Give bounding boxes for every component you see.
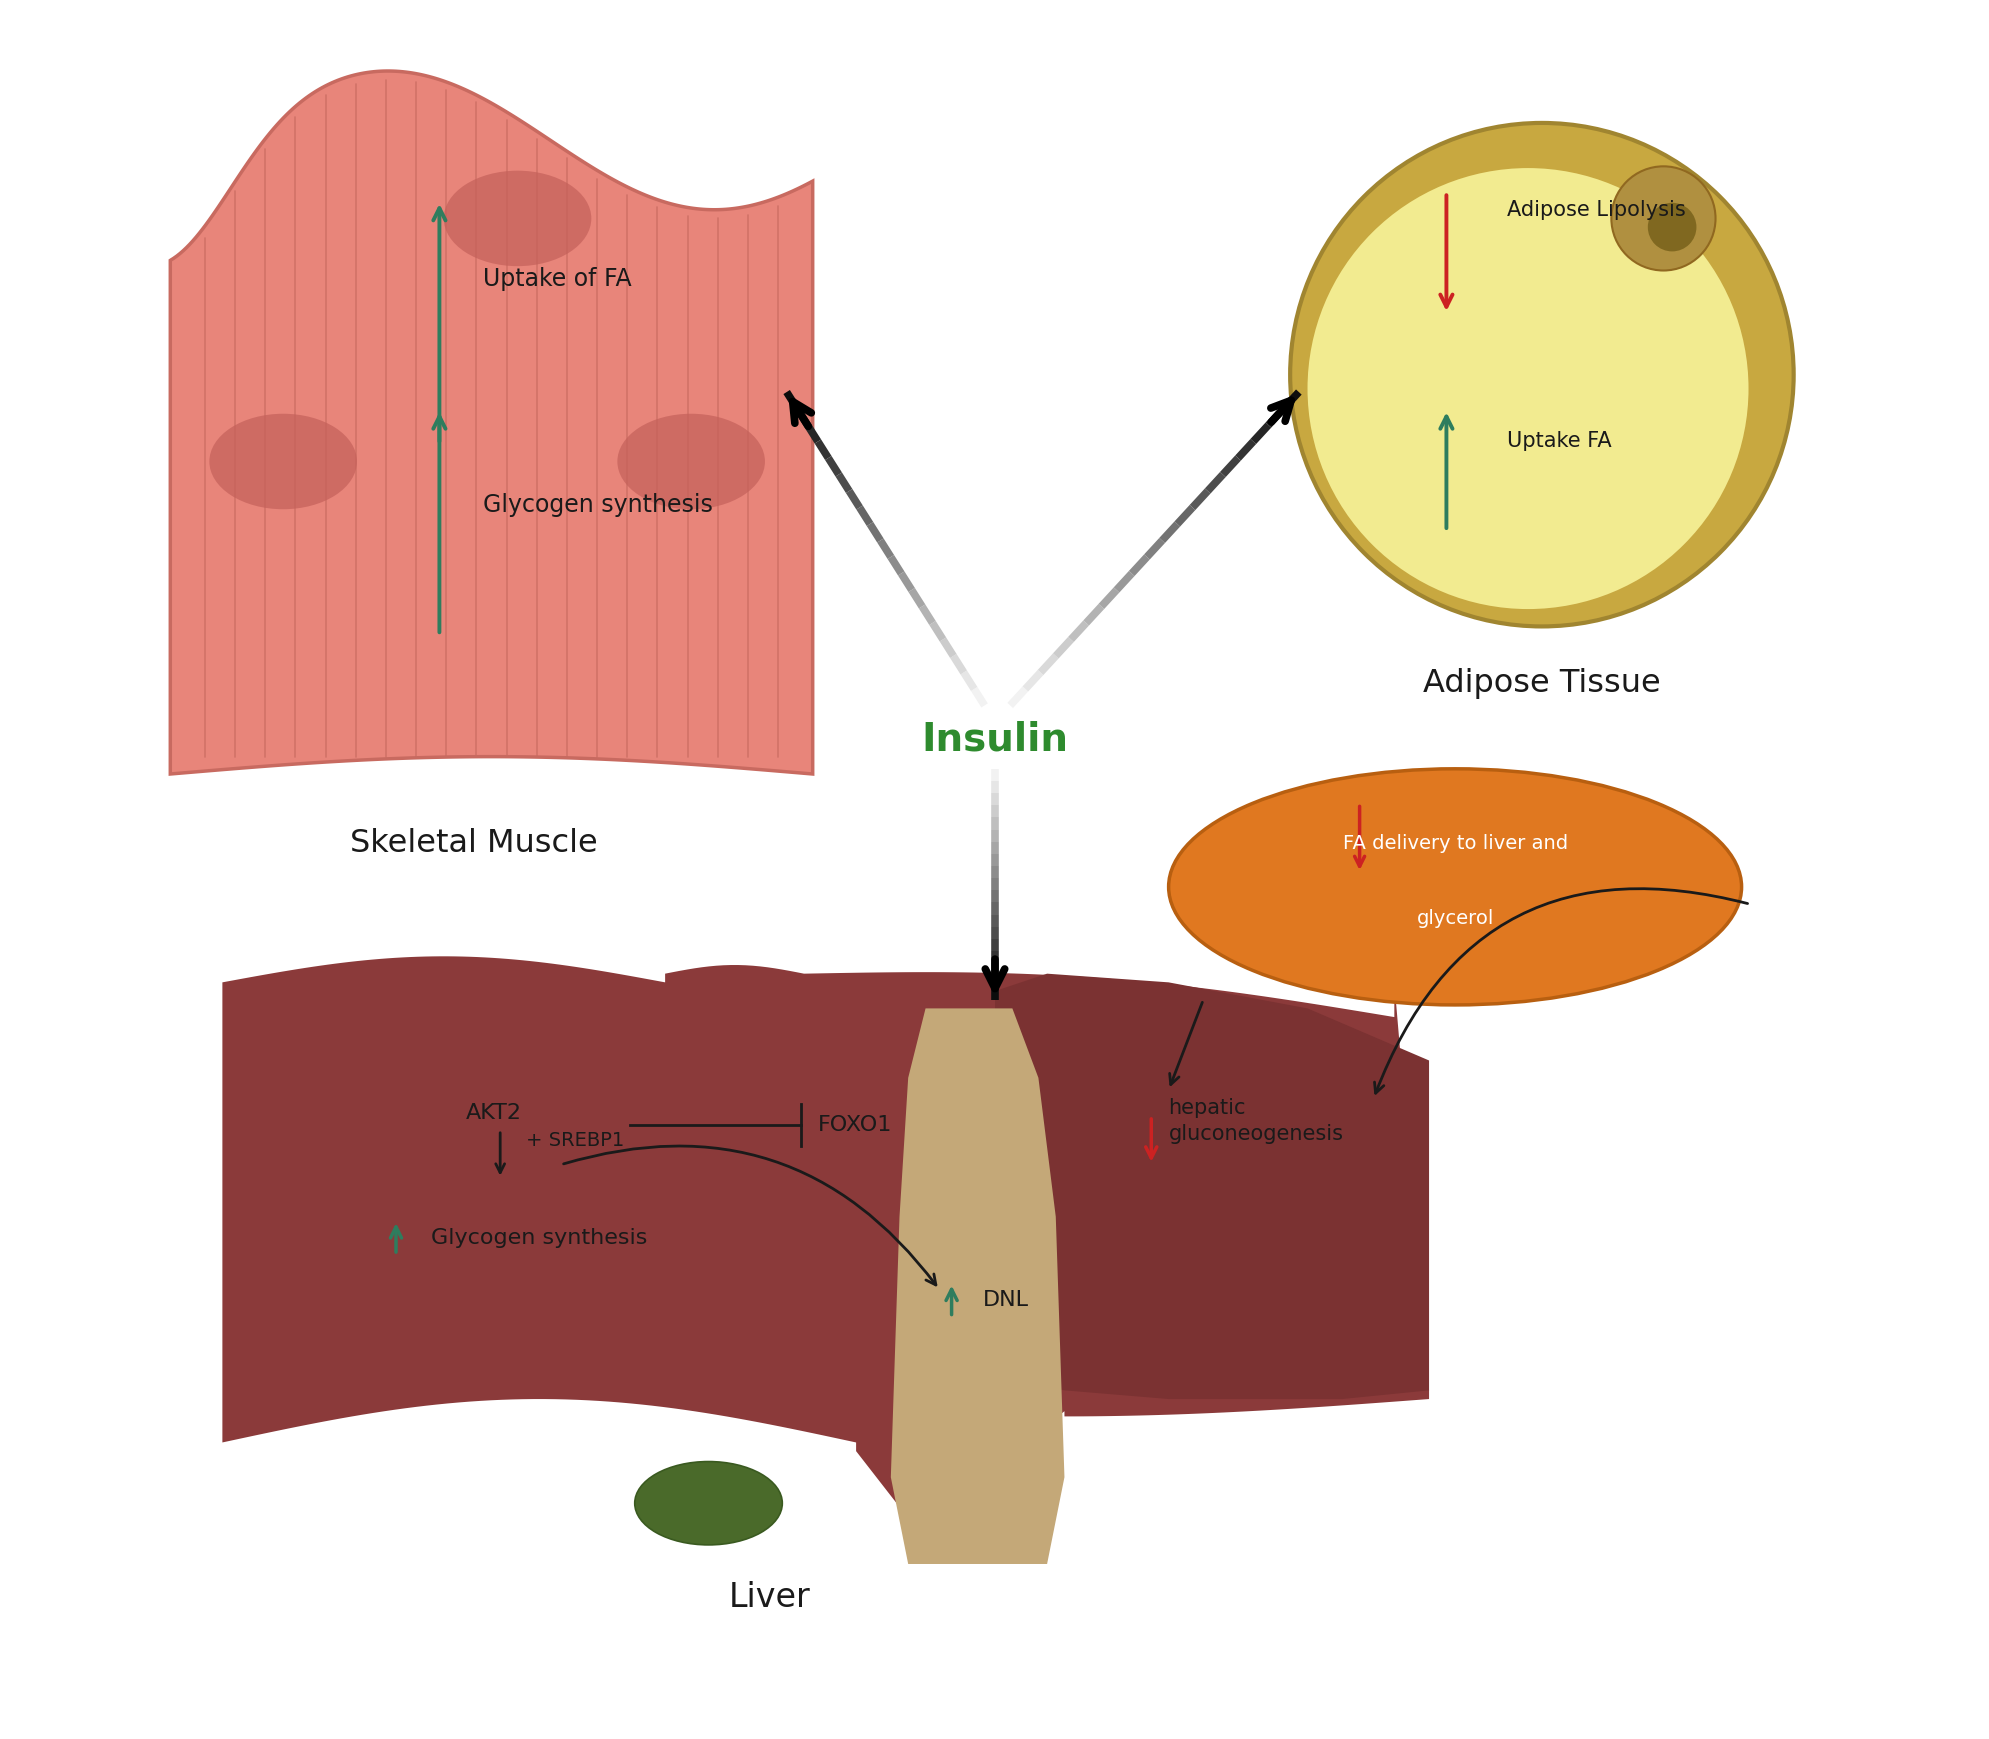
Text: + SREBP1: + SREBP1	[525, 1130, 625, 1149]
Polygon shape	[171, 71, 812, 774]
Text: Liver: Liver	[728, 1581, 810, 1614]
Text: glycerol: glycerol	[1416, 908, 1494, 927]
Ellipse shape	[617, 414, 764, 510]
Polygon shape	[994, 974, 1428, 1400]
Text: Glycogen synthesis: Glycogen synthesis	[430, 1228, 646, 1247]
Text: Glycogen synthesis: Glycogen synthesis	[483, 492, 712, 516]
Ellipse shape	[1168, 769, 1740, 1005]
Text: Uptake FA: Uptake FA	[1506, 431, 1611, 450]
Ellipse shape	[634, 1461, 782, 1544]
Circle shape	[1307, 169, 1748, 609]
Text: Adipose Lipolysis: Adipose Lipolysis	[1506, 200, 1685, 219]
Text: hepatic
gluconeogenesis: hepatic gluconeogenesis	[1168, 1097, 1343, 1144]
Circle shape	[1289, 123, 1792, 626]
Text: FOXO1: FOXO1	[817, 1115, 891, 1136]
Text: Insulin: Insulin	[921, 720, 1068, 758]
Text: FA delivery to liver and: FA delivery to liver and	[1343, 835, 1567, 852]
Text: AKT2: AKT2	[465, 1103, 521, 1123]
Text: Skeletal Muscle: Skeletal Muscle	[350, 828, 599, 859]
Polygon shape	[891, 1009, 1064, 1563]
Circle shape	[1647, 203, 1695, 252]
Text: Uptake of FA: Uptake of FA	[483, 268, 631, 290]
Circle shape	[1611, 167, 1715, 271]
Polygon shape	[223, 956, 1428, 1529]
Ellipse shape	[209, 414, 356, 510]
Text: Adipose Tissue: Adipose Tissue	[1422, 668, 1661, 699]
Text: DNL: DNL	[983, 1290, 1028, 1309]
Ellipse shape	[444, 170, 591, 266]
